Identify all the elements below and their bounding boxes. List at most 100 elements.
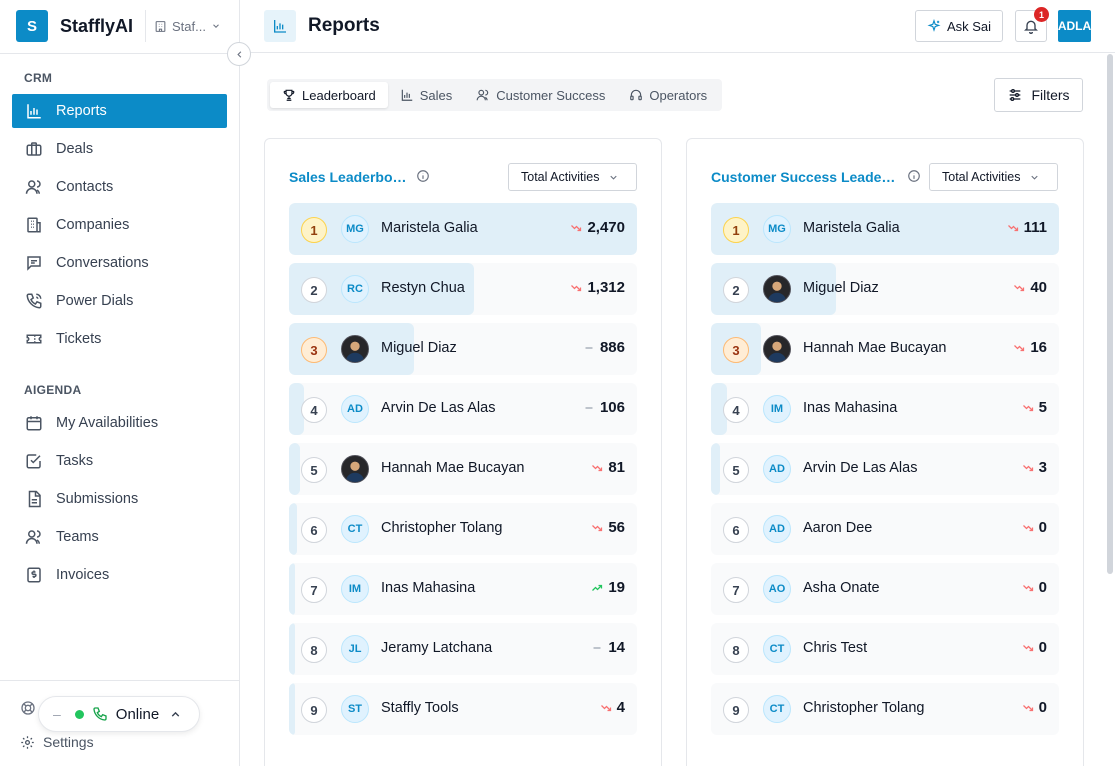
avatar: IM xyxy=(341,575,369,603)
workspace-switcher[interactable]: Staf... xyxy=(145,10,230,42)
users-icon xyxy=(24,177,44,197)
settings-link[interactable]: Settings xyxy=(20,734,94,750)
leaderboard-row[interactable]: 1 MG Maristela Galia 2,470 xyxy=(289,203,637,255)
metric-select-value: Total Activities xyxy=(942,170,1021,184)
page-title: Reports xyxy=(308,15,380,36)
avatar-photo xyxy=(763,275,791,303)
status-toggle[interactable]: – Online xyxy=(38,696,200,732)
tab-label: Sales xyxy=(419,87,453,103)
activity-count: 2,470 xyxy=(587,219,625,236)
filters-button[interactable]: Filters xyxy=(994,78,1083,112)
bell-icon xyxy=(1024,20,1038,34)
avatar: CT xyxy=(341,515,369,543)
help-icon[interactable] xyxy=(20,700,36,719)
phone-icon xyxy=(92,706,108,722)
sidebar-item-tickets[interactable]: Tickets xyxy=(12,322,227,356)
file-text-icon xyxy=(24,489,44,509)
activity-count: 4 xyxy=(616,699,625,716)
sidebar-item-contacts[interactable]: Contacts xyxy=(12,170,227,204)
leaderboard-row[interactable]: 7 IM Inas Mahasina 19 xyxy=(289,563,637,615)
chevron-up-icon[interactable] xyxy=(169,708,182,721)
user-avatar[interactable]: ADLA xyxy=(1058,10,1091,42)
leaderboard-row[interactable]: 4 IM Inas Mahasina 5 xyxy=(711,383,1059,435)
activity-count: 886 xyxy=(599,339,625,356)
leaderboard-row[interactable]: 6 AD Aaron Dee 0 xyxy=(711,503,1059,555)
sidebar-item-tasks[interactable]: Tasks xyxy=(12,444,227,478)
info-icon[interactable] xyxy=(416,169,430,183)
leaderboard-row[interactable]: 6 CT Christopher Tolang 56 xyxy=(289,503,637,555)
metric-select[interactable]: Total Activities xyxy=(508,163,637,191)
activity-share-bar xyxy=(289,563,295,615)
tab-operators[interactable]: Operators xyxy=(617,82,719,108)
sidebar-item-conversations[interactable]: Conversations xyxy=(12,246,227,280)
tab-leaderboard[interactable]: Leaderboard xyxy=(270,82,388,108)
leaderboard-list: 1 MG Maristela Galia 111 2 Miguel Diaz 40 3 Hann… xyxy=(711,203,1059,743)
scrollbar[interactable] xyxy=(1107,54,1113,574)
brand-name: StafflyAI xyxy=(60,15,134,36)
sidebar-item-companies[interactable]: Companies xyxy=(12,208,227,242)
leaderboard-row[interactable]: 4 AD Arvin De Las Alas 106 xyxy=(289,383,637,435)
users-icon xyxy=(476,89,489,101)
rank-badge: 7 xyxy=(301,577,327,603)
tab-customer-success[interactable]: Customer Success xyxy=(464,82,617,108)
status-label: Online xyxy=(115,705,160,723)
trend-down-icon xyxy=(1013,342,1025,354)
sidebar-item-submissions[interactable]: Submissions xyxy=(12,482,227,516)
sidebar-item-my-availabilities[interactable]: My Availabilities xyxy=(12,406,227,440)
activity-count: 0 xyxy=(1038,519,1047,536)
leaderboard-row[interactable]: 3 Hannah Mae Bucayan 16 xyxy=(711,323,1059,375)
bar-chart-icon xyxy=(24,101,44,121)
rank-badge: 1 xyxy=(723,217,749,243)
sidebar: S StafflyAI Staf... CRM Reports Deals Co… xyxy=(0,0,240,766)
status-dot xyxy=(74,709,84,719)
sidebar-item-label: Conversations xyxy=(56,255,149,271)
activity-share-bar xyxy=(289,443,301,495)
minimize-icon[interactable]: – xyxy=(53,706,61,722)
activity-count: 0 xyxy=(1038,639,1047,656)
info-icon[interactable] xyxy=(907,169,921,183)
leaderboard-row[interactable]: 8 CT Chris Test 0 xyxy=(711,623,1059,675)
leaderboard-row[interactable]: 9 ST Staffly Tools 4 xyxy=(289,683,637,735)
ask-sai-button[interactable]: Ask Sai xyxy=(915,10,1003,42)
trend-up-icon xyxy=(591,582,603,594)
rank-badge: 2 xyxy=(301,277,327,303)
leaderboard-row[interactable]: 9 CT Christopher Tolang 0 xyxy=(711,683,1059,735)
leaderboard-row[interactable]: 7 AO Asha Onate 0 xyxy=(711,563,1059,615)
sidebar-item-power-dials[interactable]: Power Dials xyxy=(12,284,227,318)
gear-icon xyxy=(21,735,34,749)
sliders-icon xyxy=(1010,89,1021,101)
headphones-icon xyxy=(630,89,643,101)
tab-sales[interactable]: Sales xyxy=(388,82,465,108)
leaderboard-row[interactable]: 1 MG Maristela Galia 111 xyxy=(711,203,1059,255)
leaderboard-row[interactable]: 2 RC Restyn Chua 1,312 xyxy=(289,263,637,315)
rank-badge: 5 xyxy=(723,457,749,483)
person-name: Aaron Dee xyxy=(803,520,873,536)
metric-select[interactable]: Total Activities xyxy=(929,163,1058,191)
sidebar-item-reports[interactable]: Reports xyxy=(12,94,227,128)
rank-badge: 3 xyxy=(301,337,327,363)
nav-aigenda: My Availabilities Tasks Submissions Team… xyxy=(12,406,227,596)
leaderboard-row[interactable]: 5 AD Arvin De Las Alas 3 xyxy=(711,443,1059,495)
ticket-icon xyxy=(24,329,44,349)
person-name: Inas Mahasina xyxy=(381,580,476,596)
leaderboard-row[interactable]: 2 Miguel Diaz 40 xyxy=(711,263,1059,315)
ask-sai-label: Ask Sai xyxy=(946,18,992,34)
sidebar-item-teams[interactable]: Teams xyxy=(12,520,227,554)
leaderboard-row[interactable]: 5 Hannah Mae Bucayan 81 xyxy=(289,443,637,495)
trend-flat-icon xyxy=(583,402,595,414)
divider xyxy=(0,680,240,681)
leaderboard-row[interactable]: 8 JL Jeramy Latchana 14 xyxy=(289,623,637,675)
collapse-sidebar-button[interactable] xyxy=(227,42,251,66)
brand[interactable]: S StafflyAI xyxy=(16,10,133,42)
person-name: Chris Test xyxy=(803,640,868,656)
check-square-icon xyxy=(24,451,44,471)
activity-share-bar xyxy=(289,623,295,675)
sidebar-item-deals[interactable]: Deals xyxy=(12,132,227,166)
sidebar-item-invoices[interactable]: Invoices xyxy=(12,558,227,592)
leaderboard-row[interactable]: 3 Miguel Diaz 886 xyxy=(289,323,637,375)
trend-down-icon xyxy=(1022,702,1034,714)
activity-count: 40 xyxy=(1030,279,1047,296)
trend-flat-icon xyxy=(583,342,595,354)
person-name: Miguel Diaz xyxy=(803,280,879,296)
trend-down-icon xyxy=(1022,582,1034,594)
